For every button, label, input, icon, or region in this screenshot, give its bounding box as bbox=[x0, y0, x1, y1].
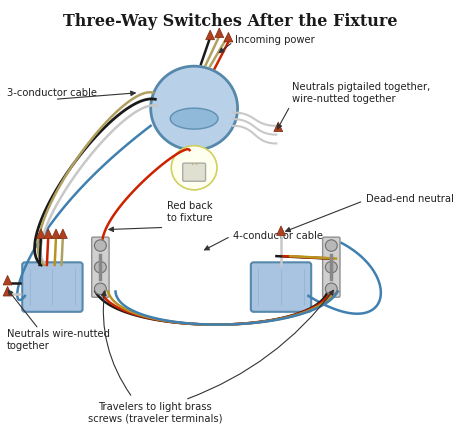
Polygon shape bbox=[224, 33, 233, 42]
Text: Incoming power: Incoming power bbox=[235, 35, 315, 45]
FancyBboxPatch shape bbox=[22, 262, 82, 312]
Text: Three-Way Switches After the Fixture: Three-Way Switches After the Fixture bbox=[64, 13, 398, 30]
Polygon shape bbox=[215, 28, 224, 37]
Circle shape bbox=[325, 283, 337, 294]
Polygon shape bbox=[3, 275, 12, 285]
Polygon shape bbox=[44, 229, 53, 239]
Text: Travelers to light brass
screws (traveler terminals): Travelers to light brass screws (travele… bbox=[88, 402, 222, 424]
Circle shape bbox=[325, 261, 337, 273]
Polygon shape bbox=[206, 30, 215, 40]
FancyBboxPatch shape bbox=[251, 262, 311, 312]
Circle shape bbox=[171, 146, 217, 190]
Text: Red back
to fixture: Red back to fixture bbox=[167, 202, 212, 223]
Text: Neutrals pigtailed together,
wire-nutted together: Neutrals pigtailed together, wire-nutted… bbox=[292, 82, 431, 104]
Polygon shape bbox=[3, 286, 12, 296]
Ellipse shape bbox=[170, 108, 218, 129]
Circle shape bbox=[94, 283, 106, 294]
Polygon shape bbox=[36, 229, 46, 239]
Polygon shape bbox=[58, 229, 67, 239]
Circle shape bbox=[94, 240, 106, 251]
Polygon shape bbox=[276, 226, 285, 235]
Text: 3-conductor cable: 3-conductor cable bbox=[7, 88, 97, 98]
Circle shape bbox=[325, 240, 337, 251]
Polygon shape bbox=[52, 229, 61, 239]
Polygon shape bbox=[274, 122, 283, 132]
FancyBboxPatch shape bbox=[323, 237, 340, 297]
Text: Dead-end neutral: Dead-end neutral bbox=[365, 194, 454, 204]
Text: Neutrals wire-nutted
together: Neutrals wire-nutted together bbox=[7, 329, 109, 351]
FancyBboxPatch shape bbox=[91, 237, 109, 297]
Circle shape bbox=[94, 261, 106, 273]
Text: 4-conductor cable: 4-conductor cable bbox=[233, 231, 323, 241]
Circle shape bbox=[151, 66, 237, 150]
FancyBboxPatch shape bbox=[182, 163, 206, 181]
